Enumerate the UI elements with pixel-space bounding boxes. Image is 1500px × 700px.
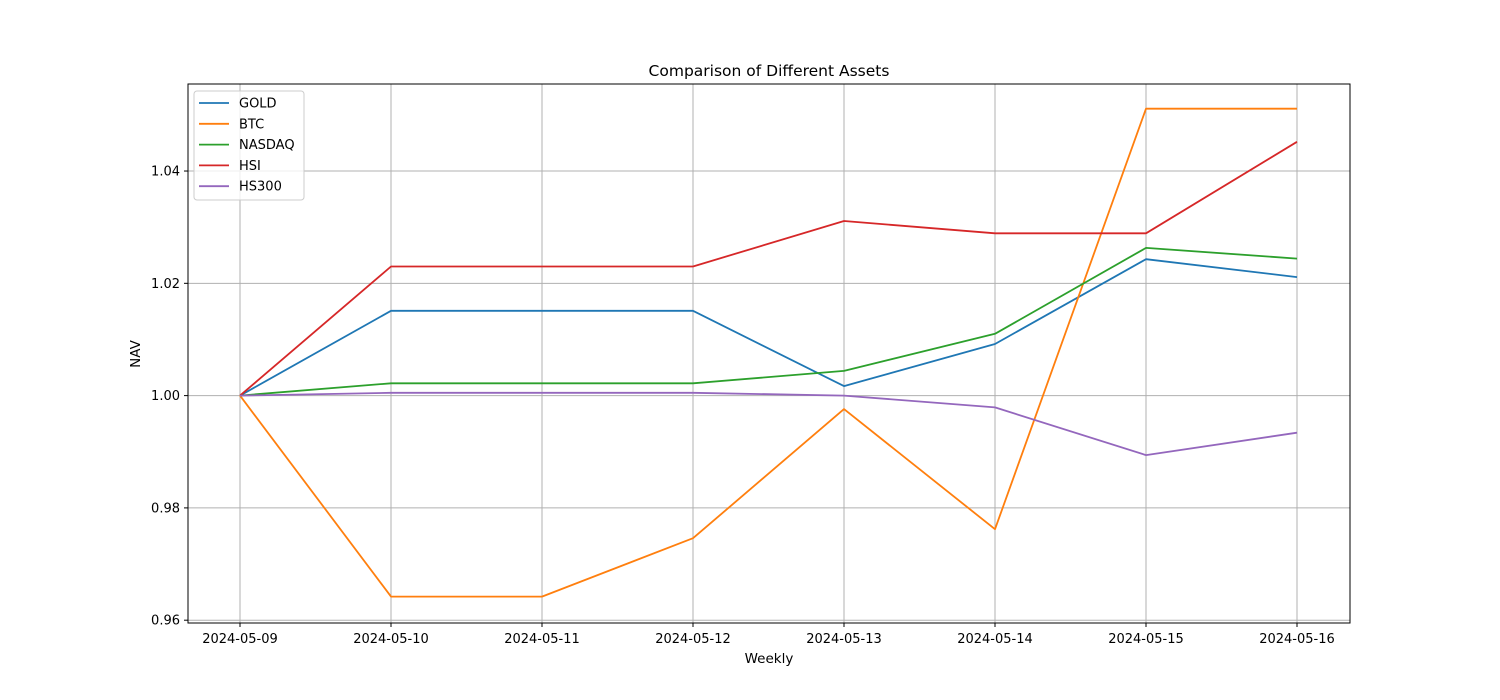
x-tick-label: 2024-05-10 xyxy=(353,632,429,647)
legend-label-nasdaq: NASDAQ xyxy=(239,138,295,153)
y-tick-label: 1.04 xyxy=(151,165,180,180)
series-line-hsi xyxy=(239,141,1298,397)
x-tick-label: 2024-05-09 xyxy=(202,632,278,647)
x-axis-ticks: 2024-05-09 2024-05-10 2024-05-11 2024-05-12… xyxy=(202,623,1335,647)
y-tick-label: 1.02 xyxy=(151,277,180,292)
x-tick-label: 2024-05-13 xyxy=(806,632,882,647)
x-tick-label: 2024-05-16 xyxy=(1259,632,1335,647)
y-tick-label: 1.00 xyxy=(151,389,180,404)
plot-frame xyxy=(187,83,1351,624)
y-tick-label: 0.98 xyxy=(151,501,180,516)
series-line-hs300 xyxy=(239,391,1298,457)
legend-label-btc: BTC xyxy=(239,117,264,132)
x-tick-label: 2024-05-14 xyxy=(957,632,1033,647)
gridlines xyxy=(188,84,1350,623)
series-lines xyxy=(239,107,1298,598)
legend: GOLD BTC NASDAQ HSI HS300 xyxy=(193,90,305,201)
legend-label-gold: GOLD xyxy=(239,97,277,112)
series-line-btc xyxy=(239,107,1297,598)
series-line-nasdaq xyxy=(239,246,1298,397)
y-axis-label: NAV xyxy=(128,339,144,367)
series-line-gold xyxy=(239,258,1298,397)
y-tick-label: 0.96 xyxy=(151,614,180,629)
x-tick-label: 2024-05-11 xyxy=(504,632,580,647)
legend-box xyxy=(193,90,305,201)
chart-title: Comparison of Different Assets xyxy=(649,62,890,80)
legend-label-hs300: HS300 xyxy=(239,180,282,195)
x-tick-label: 2024-05-15 xyxy=(1108,632,1184,647)
x-tick-label: 2024-05-12 xyxy=(655,632,731,647)
legend-label-hsi: HSI xyxy=(239,159,261,174)
x-axis-label: Weekly xyxy=(745,651,794,667)
y-axis-ticks: 0.96 0.98 1.00 1.02 1.04 xyxy=(151,165,188,629)
